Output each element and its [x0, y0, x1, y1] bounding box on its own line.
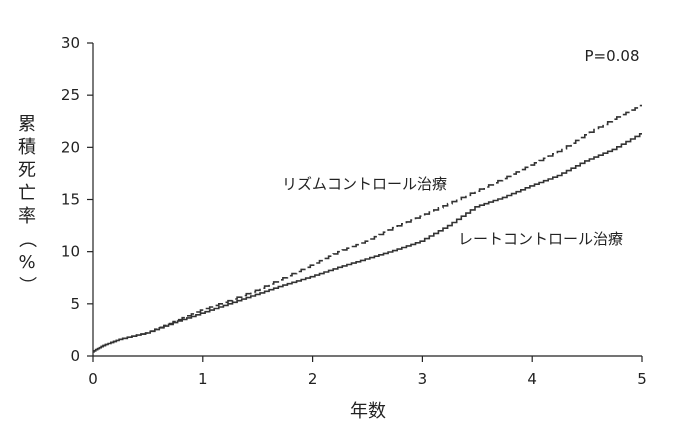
- x-tick-label: 3: [418, 370, 428, 388]
- y-axis-title-char: ）: [16, 276, 37, 294]
- series-label-rhythm-control: リズムコントロール治療: [282, 175, 447, 193]
- x-tick-label: 1: [198, 370, 208, 388]
- y-tick-label: 10: [61, 243, 80, 261]
- series-line-rate-control: [93, 133, 642, 353]
- y-tick-label: 30: [61, 34, 80, 52]
- y-tick-label: 20: [61, 138, 80, 156]
- x-tick-label: 4: [527, 370, 537, 388]
- series-label-rate-control: レートコントロール治療: [458, 230, 623, 248]
- series-line-rhythm-control: [93, 104, 642, 353]
- y-axis-title-char: 亡: [18, 183, 36, 204]
- y-axis-title-char: （: [16, 230, 37, 248]
- x-tick-label: 5: [637, 370, 647, 388]
- x-axis-title: 年数: [350, 401, 386, 422]
- y-axis-title-char: 死: [18, 160, 36, 181]
- x-tick-label: 0: [88, 370, 98, 388]
- x-tick-label: 2: [308, 370, 318, 388]
- y-tick-label: 5: [70, 295, 80, 313]
- y-tick-label: 0: [70, 347, 80, 365]
- series-layer: [93, 104, 642, 353]
- axes: 0 5 10 15 20 25 30 0 1 2 3 4 5: [61, 34, 647, 388]
- y-axis-title-char: %: [18, 252, 35, 273]
- y-tick-label: 15: [61, 191, 80, 209]
- p-value-annotation: P=0.08: [584, 47, 639, 65]
- y-axis-title-char: 率: [18, 206, 36, 227]
- y-axis-title-char: 積: [18, 137, 36, 158]
- y-axis-title-char: 累: [18, 114, 36, 135]
- y-tick-label: 25: [61, 86, 80, 104]
